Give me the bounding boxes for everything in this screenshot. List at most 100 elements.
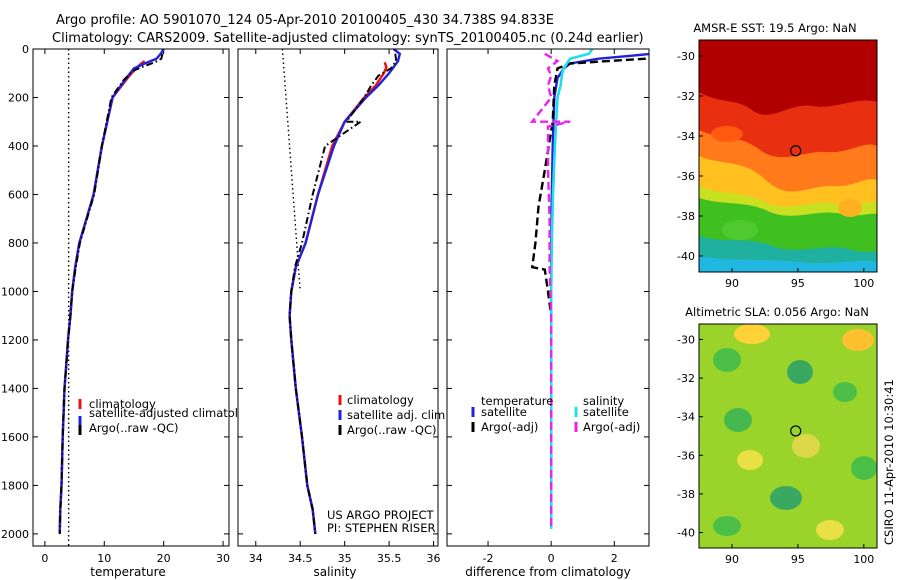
difference-legend-label-salinity-argo: Argo(-adj): [583, 420, 640, 434]
sla-x-tick-label: 90: [725, 553, 739, 566]
temp-y-tick-label: 1200: [1, 334, 29, 347]
difference-axes-frame: [446, 48, 650, 547]
sla-map-image: [699, 324, 877, 548]
temperature-legend-label-climatology: climatology: [89, 397, 156, 411]
sal-x-tick-label: 35.5: [377, 552, 402, 565]
sla-blob-6: [724, 408, 752, 432]
temp-x-tick-label: 20: [157, 552, 171, 565]
temp-y-tick-label: 2000: [1, 528, 29, 541]
temperature-x-label: temperature: [90, 565, 165, 579]
temp-y-tick-label: 800: [8, 237, 29, 250]
sst-cyan-band: [699, 256, 877, 272]
sla-y-tick-label: -40: [677, 527, 695, 540]
difference-legend-label-salinity-satellite: satellite: [583, 405, 629, 419]
sal-x-tick-label: 35: [338, 552, 352, 565]
sst-map-image: [699, 40, 877, 272]
temp-y-tick-label: 600: [8, 188, 29, 201]
temp-x-tick-label: 30: [216, 552, 230, 565]
sst-y-tick-label: -30: [677, 50, 695, 63]
figure-title-line-1: Argo profile: AO 5901070_124 05-Apr-2010…: [56, 13, 554, 28]
sla-blob-2: [842, 329, 874, 351]
temp-y-tick-label: 1400: [1, 382, 29, 395]
temp-x-tick-label: 10: [97, 552, 111, 565]
temperature-panel: 0 200 400 600 800 1000 1200 1400 1600 1800 2000 0 1…: [1, 43, 252, 579]
salinity-legend-label-climatology: climatology: [347, 393, 414, 407]
salinity-legend-label-satellite: satellite adj. clim.: [347, 408, 449, 422]
sla-map-frame: [698, 323, 878, 549]
sst-map-y-ticks: -30 -32 -34 -36 -38 -40: [677, 50, 703, 263]
sla-x-tick-label: 95: [791, 553, 805, 566]
diff-x-tick-label: -2: [483, 552, 494, 565]
sst-y-tick-label: -34: [677, 130, 695, 143]
temperature-legend-label-argo: Argo(..raw -QC): [89, 421, 179, 435]
sla-x-tick-label: 100: [853, 553, 874, 566]
pi-note: PI: STEPHEN RISER: [327, 521, 436, 535]
salinity-series-argo: [288, 53, 398, 535]
salinity-panel: 34 34.5 35 35.5 36 salinity climatology sate…: [237, 48, 449, 579]
salinity-legend-label-argo: Argo(..raw -QC): [347, 423, 437, 437]
temperature-legend: climatology satellite-adjusted climatolo…: [78, 397, 252, 435]
sla-y-tick-label: -36: [677, 449, 695, 462]
sla-blob-5: [833, 382, 857, 402]
sla-map-x-ticks: 90 95 100: [725, 544, 874, 566]
sst-map-title: AMSR-E SST: 19.5 Argo: NaN: [693, 21, 856, 35]
sst-x-tick-label: 95: [791, 277, 805, 290]
temperature-y-ticks: 0 200 400 600 800 1000 1200 1400 1600 1800 2000: [1, 43, 229, 541]
difference-x-label: difference from climatology: [465, 565, 631, 579]
salinity-legend: climatology satellite adj. clim. Argo(..…: [338, 393, 449, 437]
difference-x-ticks: -2 0 2: [483, 49, 618, 565]
sst-y-tick-label: -40: [677, 250, 695, 263]
sst-y-tick-label: -38: [677, 210, 695, 223]
sla-y-tick-label: -34: [677, 411, 695, 424]
temperature-legend-label-satellite: satellite-adjusted climatolog: [89, 406, 252, 420]
sst-x-tick-label: 90: [725, 277, 739, 290]
temp-y-tick-label: 1800: [1, 479, 29, 492]
sla-map-panel: Altimetric SLA: 0.056 Argo: NaN 90 95 100 …: [677, 305, 878, 566]
sla-blob-11: [713, 516, 741, 536]
sla-blob-4: [787, 360, 813, 384]
difference-panel: -2 0 2 difference from climatology tempera…: [446, 48, 650, 579]
project-note: US ARGO PROJECT: [327, 508, 435, 522]
sla-blob-12: [816, 520, 844, 540]
difference-legend: temperature satellite Argo(-adj) salinit…: [471, 394, 640, 434]
difference-legend-label-temperature-satellite: satellite: [481, 405, 527, 419]
temp-y-tick-label: 1600: [1, 431, 29, 444]
temp-y-tick-label: 0: [22, 43, 29, 56]
diff-x-tick-label: 2: [611, 552, 618, 565]
credit-vertical: CSIRO 11-Apr-2010 10:30:41: [882, 379, 896, 545]
temp-x-tick-label: 0: [41, 552, 48, 565]
sst-blob-1: [711, 126, 743, 142]
sla-y-tick-label: -30: [677, 333, 695, 346]
sla-profile-marker: [790, 425, 802, 437]
salinity-axes-frame: [237, 48, 439, 547]
sla-blob-3: [713, 348, 741, 372]
difference-series-temperature-argo: [530, 57, 646, 316]
diff-x-tick-label: 0: [548, 552, 555, 565]
salinity-x-ticks: 34 34.5 35 35.5 36: [249, 49, 441, 565]
sla-blob-1: [734, 324, 770, 344]
sla-map-title: Altimetric SLA: 0.056 Argo: NaN: [685, 305, 869, 319]
sla-blob-9: [851, 456, 877, 480]
sst-y-tick-label: -32: [677, 90, 695, 103]
figure-title-line-2: Climatology: CARS2009. Satellite-adjuste…: [52, 31, 644, 46]
temp-y-tick-label: 200: [8, 91, 29, 104]
salinity-reference-line: [281, 49, 301, 292]
sst-y-tick-label: -36: [677, 170, 695, 183]
sla-y-tick-label: -38: [677, 488, 695, 501]
sst-profile-marker: [790, 145, 802, 157]
temperature-series-argo: [58, 53, 164, 534]
temperature-axes-frame: [32, 48, 230, 547]
difference-series-salinity-argo: [529, 52, 571, 529]
sal-x-tick-label: 34.5: [288, 552, 313, 565]
sal-x-tick-label: 36: [427, 552, 441, 565]
sst-blob-3: [722, 220, 758, 240]
sst-map-frame: [698, 39, 878, 273]
difference-legend-title-temperature: temperature: [481, 394, 553, 408]
sst-map-x-ticks: 90 95 100: [725, 268, 874, 290]
sla-blob-8: [737, 450, 763, 470]
sst-x-tick-label: 100: [853, 277, 874, 290]
sal-x-tick-label: 34: [249, 552, 263, 565]
sst-blob-2: [838, 199, 862, 217]
salinity-plot-area: [238, 49, 438, 546]
